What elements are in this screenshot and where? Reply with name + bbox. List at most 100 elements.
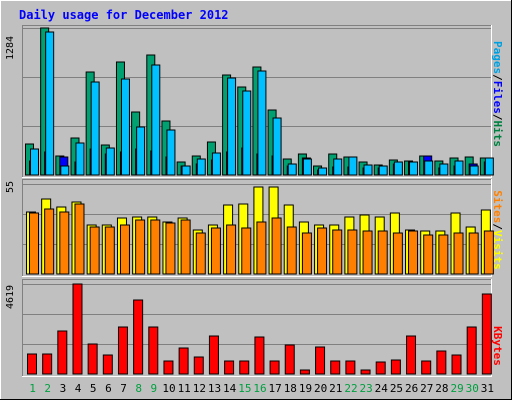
pages-bar [302, 158, 312, 176]
x-tick-label: 2 [44, 382, 51, 395]
x-tick-label: 17 [269, 382, 282, 395]
sites-bar [241, 227, 252, 275]
pages-bar [378, 165, 388, 176]
x-axis-day-labels: 1 2 3 4 5 6 7 8 9 10 11 12 13 14 15 16 17 18 19 20 21 22 23 24 2… [29, 382, 494, 395]
x-tick-label: 4 [75, 382, 82, 395]
kbytes-bar [254, 336, 265, 375]
sites-bar [104, 226, 115, 275]
visits-panel-legend-sites: Sites [491, 190, 504, 223]
sites-bar [347, 229, 358, 275]
x-tick-label: 5 [90, 382, 97, 395]
kbytes-bar [72, 283, 83, 375]
x-tick-label: 13 [208, 382, 221, 395]
x-tick-label: 3 [60, 382, 67, 395]
sites-bar [362, 230, 373, 275]
pages-bar [272, 117, 282, 176]
pages-bar [484, 157, 494, 176]
sites-bar [44, 208, 55, 275]
pages-bar [257, 70, 267, 176]
x-tick-label: 9 [151, 382, 158, 395]
sites-bar [301, 232, 312, 275]
chart-title: Daily usage for December 2012 [19, 8, 229, 22]
kbytes-bar [208, 335, 219, 375]
kbytes-bar [436, 350, 447, 375]
kbytes-bar [269, 360, 280, 375]
kbytes-bar [163, 360, 174, 375]
sites-bar [135, 219, 146, 275]
pages-bar [105, 147, 115, 176]
kbytes-bar [481, 293, 492, 375]
pages-bar [363, 164, 373, 176]
sites-bar [423, 234, 434, 275]
x-tick-label: 21 [329, 382, 342, 395]
sites-bar [438, 234, 449, 275]
sites-bar [256, 221, 267, 275]
pages-bar [393, 161, 403, 176]
hits-panel-max-label: 1284 [5, 36, 16, 60]
kbytes-bar [284, 344, 295, 375]
hits-panel-legend-pages: Pages [491, 41, 504, 74]
pages-bar [90, 81, 100, 176]
pages-bar [30, 148, 39, 176]
x-tick-label: 10 [162, 382, 175, 395]
x-tick-label: 20 [314, 382, 327, 395]
sites-bar [286, 226, 297, 275]
x-tick-label: 6 [105, 382, 112, 395]
pages-bar [227, 77, 237, 176]
sites-bar [468, 232, 479, 275]
kbytes-bar [193, 356, 204, 375]
pages-bar [424, 160, 434, 176]
pages-bar [469, 165, 479, 176]
x-tick-label: 28 [435, 382, 448, 395]
pages-bar [60, 165, 70, 176]
sites-bar [377, 230, 388, 275]
kbytes-bar [345, 360, 356, 375]
sites-bar [392, 232, 403, 275]
kbytes-bar [224, 360, 235, 375]
sites-visits-panel: 55 Sites/Visits [5, 179, 504, 277]
sites-bar [453, 232, 464, 275]
pages-bar [318, 167, 328, 176]
x-tick-label: 31 [481, 382, 494, 395]
kbytes-bar [421, 360, 432, 375]
x-tick-label: 1 [29, 382, 36, 395]
x-tick-label: 24 [375, 382, 389, 395]
x-tick-label: 26 [405, 382, 418, 395]
kbytes-bar [330, 360, 341, 375]
visits-panel-legend-separator: / [491, 223, 504, 230]
pages-bar [242, 90, 252, 176]
hits-panel-legend: Pages/Files/Hits [491, 41, 504, 147]
sites-bar [483, 230, 494, 275]
x-tick-label: 25 [390, 382, 403, 395]
pages-bar [211, 152, 221, 176]
sites-bar [226, 224, 237, 275]
kbytes-bar [178, 347, 189, 375]
pages-bar [75, 142, 85, 176]
sites-bar [317, 227, 328, 275]
sites-bar [165, 222, 176, 275]
kbytes-bar [239, 360, 250, 375]
sites-bar [150, 219, 161, 275]
kbytes-bar [87, 343, 98, 375]
x-tick-label: 14 [223, 382, 237, 395]
hits-files-pages-panel: 1284 Pages/Files/Hits [5, 25, 504, 178]
x-tick-label: 22 [344, 382, 357, 395]
kbytes-bar [27, 353, 37, 375]
x-tick-label: 19 [299, 382, 312, 395]
hits-panel-legend-separator: / [491, 74, 504, 81]
x-tick-label: 27 [420, 382, 433, 395]
kbytes-bar [42, 353, 53, 375]
sites-bar [195, 232, 206, 275]
visits-panel-legend-visits: Visits [491, 230, 504, 270]
pages-bar [287, 163, 297, 176]
visits-panel-max-label: 55 [5, 181, 16, 193]
sites-bar [180, 219, 191, 275]
pages-bar [151, 64, 161, 176]
sites-bar [119, 224, 130, 275]
sites-bar [59, 211, 70, 275]
x-tick-label: 29 [450, 382, 463, 395]
kbytes-bar [390, 359, 401, 375]
kbytes-bar [360, 369, 371, 375]
x-tick-label: 11 [178, 382, 191, 395]
